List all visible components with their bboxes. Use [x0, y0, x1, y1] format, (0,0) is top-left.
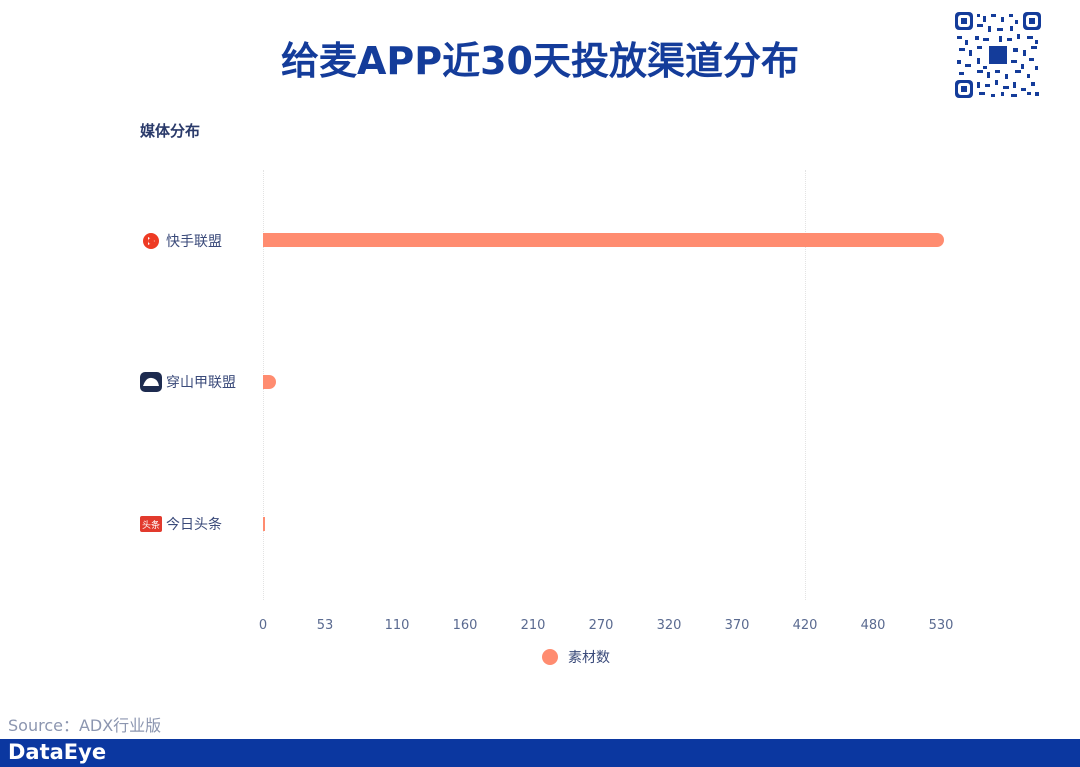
x-tick: 480	[860, 618, 886, 633]
legend-label: 素材数	[568, 650, 610, 666]
category-kuaishou: 快手联盟	[140, 229, 222, 253]
x-tick: 210	[520, 618, 546, 633]
bar-toutiao[interactable]	[263, 517, 265, 531]
category-label: 快手联盟	[166, 234, 222, 250]
svg-text:头条: 头条	[142, 519, 160, 531]
bar-kuaishou[interactable]	[263, 233, 944, 247]
x-tick: 53	[316, 618, 334, 633]
x-tick: 320	[656, 618, 682, 633]
chart-subtitle: 媒体分布	[140, 122, 201, 140]
category-toutiao: 头条 今日头条	[140, 512, 222, 536]
bar-pangolin[interactable]	[263, 375, 276, 389]
legend-item[interactable]: 素材数	[542, 647, 610, 667]
x-tick: 370	[724, 618, 750, 633]
category-label: 穿山甲联盟	[166, 375, 236, 391]
legend-dot-icon	[542, 649, 558, 665]
category-label: 今日头条	[166, 517, 222, 533]
kuaishou-icon	[140, 231, 162, 251]
x-tick: 530	[928, 618, 954, 633]
footer-bar: DataEye	[0, 739, 1080, 767]
x-tick: 160	[452, 618, 478, 633]
category-pangolin: 穿山甲联盟	[140, 370, 236, 394]
gridline	[804, 170, 806, 600]
x-tick: 270	[588, 618, 614, 633]
x-tick: 0	[258, 618, 268, 633]
source-note: Source：ADX行业版	[8, 716, 162, 735]
qr-code-icon	[955, 12, 1041, 98]
x-tick: 420	[792, 618, 818, 633]
pangolin-icon	[140, 372, 162, 392]
page-title: 给麦APP近30天投放渠道分布	[281, 39, 799, 83]
x-tick: 110	[384, 618, 410, 633]
plot-area	[263, 170, 944, 600]
brand-logo: DataEye	[8, 740, 107, 764]
toutiao-icon: 头条	[140, 514, 162, 534]
